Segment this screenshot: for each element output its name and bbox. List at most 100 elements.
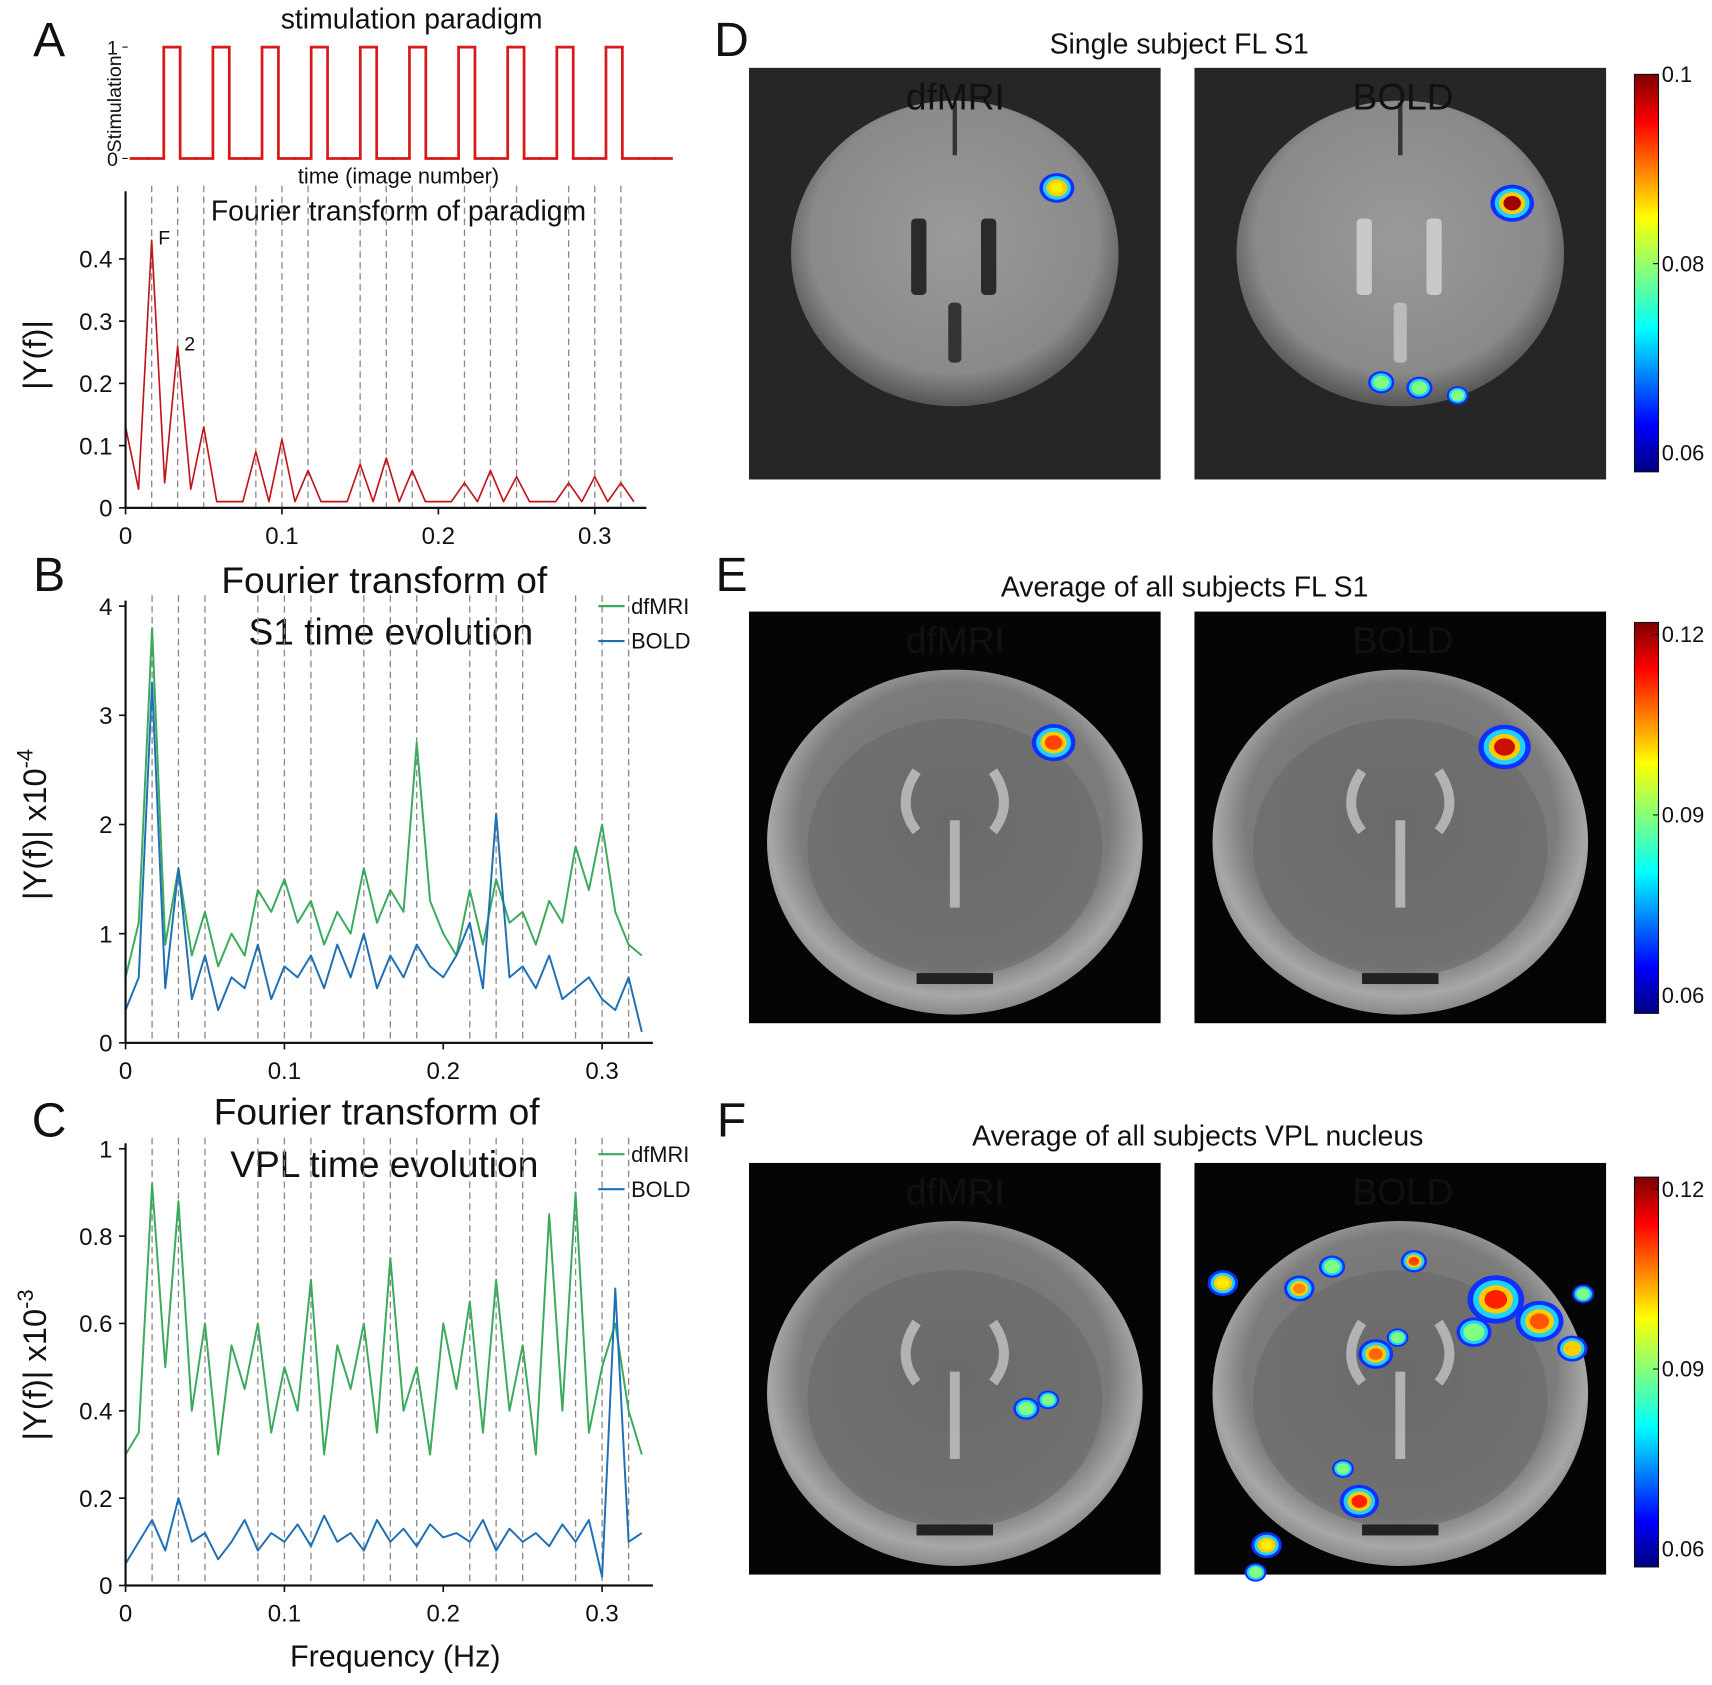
y-tick-label: 0.2 [79,371,112,398]
activation [1484,1290,1508,1309]
y-axis-label: |Y(f)| x10-3 [13,1289,53,1440]
y-tick-label: 2 [99,812,112,839]
activation [1494,738,1516,756]
x-tick-label: 0.1 [268,1601,301,1628]
peak-annotation: 2 [184,333,195,355]
ventricle [900,768,1009,908]
chart-title: Fourier transform of paradigm [211,196,586,228]
modality-label: BOLD [1352,75,1453,117]
ventricle [1356,218,1372,295]
ventricle [948,302,962,363]
panel-letter: F [717,1095,746,1148]
peak-annotation: F [158,228,170,250]
panel-title: Single subject FL S1 [1050,29,1309,61]
panel-letter: B [33,549,65,602]
colorbar [1633,1176,1660,1568]
ventricle [1393,302,1407,363]
activation [1293,1283,1306,1294]
y-axis-label-exponent: -3 [13,1289,38,1308]
activation [1463,1323,1485,1341]
ventricle [900,1319,1009,1459]
activation [1336,1463,1350,1475]
ventricle [981,218,997,295]
ventral-bar [916,973,994,985]
activation [1049,182,1064,194]
ventral-bar [1362,1524,1439,1536]
x-tick-label: 0 [119,523,132,550]
activation [1408,1256,1420,1266]
chart-title: VPL time evolution [230,1143,538,1185]
activation [1260,1540,1273,1551]
y-tick-label: 0 [99,1573,112,1600]
y-tick-label: 0 [107,149,118,171]
activation [1391,1332,1405,1344]
modality-label: dfMRI [906,75,1005,117]
panel-letter: D [714,14,749,67]
y-tick-label: 0 [99,496,112,523]
modality-label: dfMRI [906,1170,1005,1212]
x-tick-label: 0.2 [422,523,455,550]
brain [791,100,1119,407]
brain [1236,100,1565,407]
spectrum-line [124,626,643,978]
ventricle [1426,218,1442,295]
ventricle [1346,768,1455,908]
panel-letter: E [716,549,748,602]
colorbar-tick-label: 0.12 [1662,622,1704,647]
colorbar-tick-label: 0.09 [1662,803,1704,828]
y-tick-label: 0.6 [79,1311,112,1338]
y-axis-label-text: Stimulation [104,55,126,152]
ventricle [911,218,927,295]
chart-title: stimulation paradigm [281,4,543,36]
y-tick-label: 0.1 [79,433,112,460]
y-axis-label: Stimulation [104,55,126,152]
y-tick-label: 0.8 [79,1224,112,1251]
y-axis-label-text: |Y(f)| [16,320,53,390]
activation [1018,1402,1035,1416]
y-tick-label: 1 [99,921,112,948]
y-tick-label: 0 [99,1031,112,1058]
x-tick-label: 0.2 [427,1058,460,1085]
activation [1249,1566,1263,1578]
activation [1373,375,1390,389]
activation [1503,196,1521,211]
x-axis-label: Frequency (Hz) [290,1639,501,1673]
colorbar-tick-label: 0.06 [1662,983,1704,1008]
legend-label: BOLD [631,629,690,654]
activation [1324,1260,1340,1274]
panel-title: Average of all subjects FL S1 [1001,571,1369,603]
y-tick-label: 3 [99,703,112,730]
activation [1576,1288,1590,1300]
activation [1529,1313,1550,1330]
colorbar-tick-label: 0.12 [1662,1177,1704,1202]
activation [1411,381,1428,395]
legend-label: dfMRI [631,1142,689,1167]
x-tick-label: 0.1 [265,523,298,550]
ventricle [1346,1319,1455,1459]
x-tick-label: 0 [119,1601,132,1628]
x-tick-label: 0.3 [585,1058,618,1085]
activation [1044,735,1063,750]
x-axis-label: time (image number) [298,164,499,189]
colorbar-tick-label: 0.08 [1662,251,1704,276]
y-axis-label-exponent: -4 [13,749,38,768]
x-tick-label: 0.1 [268,1058,301,1085]
colorbar [1633,73,1660,473]
legend-label: BOLD [631,1177,690,1202]
y-tick-label: 1 [107,38,118,60]
activation [1041,1394,1055,1406]
activation [1451,389,1465,401]
colorbar [1633,621,1660,1014]
y-axis-label: |Y(f)| [16,320,53,390]
x-tick-label: 0.2 [427,1601,460,1628]
activation [1368,1348,1383,1360]
y-axis-label-text: |Y(f)| x10 [16,1309,53,1441]
modality-label: dfMRI [906,619,1005,661]
chart-title: Fourier transform of [214,1091,541,1133]
y-tick-label: 0.2 [79,1486,112,1513]
ventral-bar [1362,973,1439,985]
modality-label: BOLD [1352,619,1453,661]
y-axis-label-text: |Y(f)| x10 [16,768,53,900]
spectrum-line [124,1182,643,1456]
